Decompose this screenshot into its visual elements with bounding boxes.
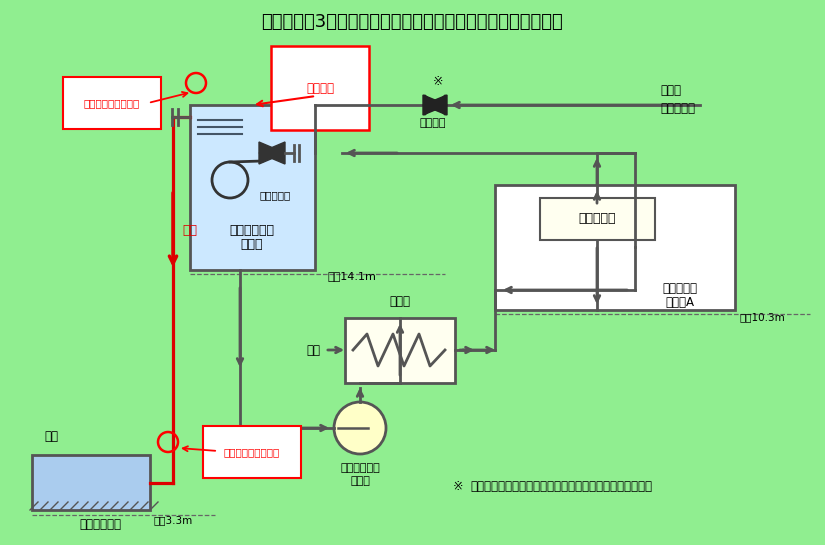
Text: 冷却水: 冷却水 (660, 84, 681, 98)
Bar (190, 105, 315, 270)
Text: 燃料弁冷却水: 燃料弁冷却水 (229, 223, 275, 237)
Polygon shape (423, 95, 447, 115)
Text: 当該箇所: 当該箇所 (306, 82, 334, 94)
Text: ※: ※ (453, 481, 464, 494)
Text: 海抜14.1m: 海抜14.1m (327, 271, 376, 281)
Text: 燃料弁冷却水: 燃料弁冷却水 (340, 463, 380, 473)
Text: 燃料噴射弁: 燃料噴射弁 (578, 213, 615, 226)
Text: タンク: タンク (241, 239, 263, 251)
Text: フロート弁: フロート弁 (260, 190, 291, 200)
Text: （脱塩水）: （脱塩水） (660, 101, 695, 114)
Bar (540, 198, 655, 240)
Bar (32, 455, 150, 510)
Text: 海抜10.3m: 海抜10.3m (740, 312, 785, 322)
Text: ※: ※ (433, 75, 443, 88)
Text: 対策（水位高警報）: 対策（水位高警報） (224, 447, 280, 457)
Bar (345, 318, 455, 383)
Polygon shape (259, 142, 285, 164)
Text: 対策（水位高警報）: 対策（水位高警報） (84, 98, 140, 108)
Text: 通常は開であるが、漏えいを停止させるため、閉止した。: 通常は開であるが、漏えいを停止させるため、閉止した。 (470, 481, 652, 494)
Text: 冷却器: 冷却器 (389, 295, 411, 308)
Text: 伊方発電所3号機　非常用ディーゼル発電機冷却水系統概略図: 伊方発電所3号機 非常用ディーゼル発電機冷却水系統概略図 (262, 13, 563, 31)
Text: 補給水弁: 補給水弁 (420, 118, 446, 128)
Polygon shape (423, 95, 447, 115)
Text: サンプピット: サンプピット (79, 518, 121, 530)
Text: 溢水: 溢水 (44, 431, 58, 444)
Text: ディーゼル: ディーゼル (662, 282, 697, 294)
Text: 流出: 流出 (182, 223, 197, 237)
Polygon shape (259, 142, 285, 164)
Circle shape (334, 402, 386, 454)
Text: 海水: 海水 (306, 343, 320, 356)
Text: 海抜3.3m: 海抜3.3m (153, 515, 192, 525)
Text: ポンプ: ポンプ (350, 476, 370, 486)
Bar (495, 185, 735, 310)
Text: 発電機A: 発電機A (666, 295, 695, 308)
